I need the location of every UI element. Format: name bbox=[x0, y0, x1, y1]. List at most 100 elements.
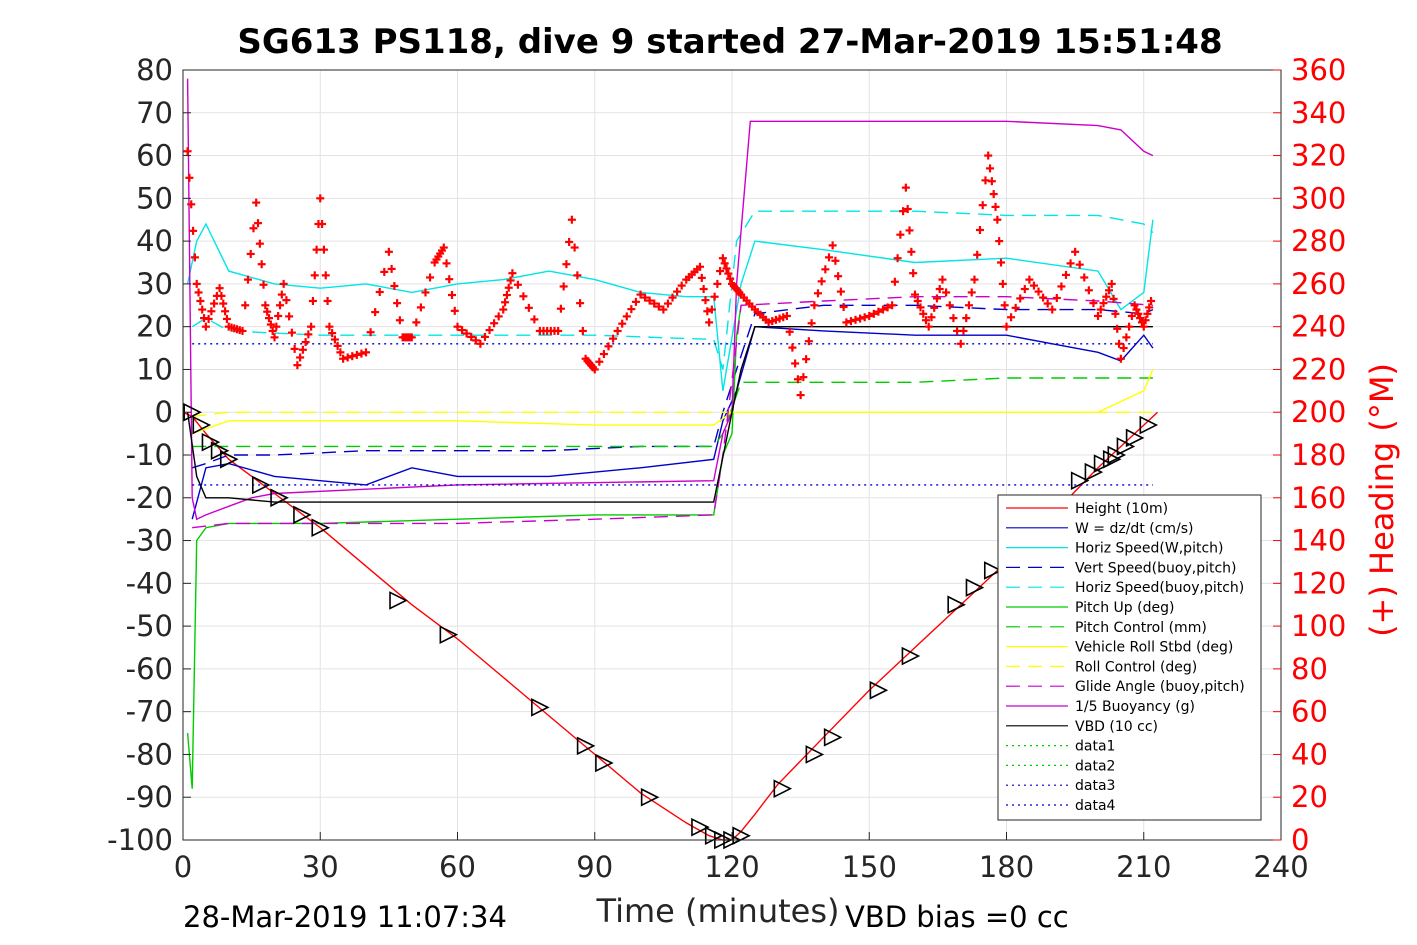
vbd-marker bbox=[1125, 428, 1145, 448]
vbd-marker bbox=[192, 415, 212, 435]
y-right-tick-label: 60 bbox=[1291, 695, 1328, 729]
vbd-marker bbox=[251, 475, 271, 495]
heading-point bbox=[631, 297, 640, 306]
heading-point bbox=[219, 299, 228, 308]
y-tick-label: -90 bbox=[126, 780, 173, 814]
heading-point bbox=[701, 296, 710, 305]
heading-point bbox=[556, 304, 565, 313]
heading-point bbox=[265, 314, 274, 323]
series-line-8 bbox=[192, 411, 1153, 418]
heading-point bbox=[842, 318, 851, 327]
heading-point bbox=[439, 243, 448, 252]
heading-point bbox=[416, 303, 425, 312]
heading-point bbox=[357, 349, 366, 358]
heading-point bbox=[336, 348, 345, 357]
heading-point bbox=[673, 287, 682, 296]
y-right-tick-label: 300 bbox=[1291, 181, 1346, 215]
heading-point bbox=[932, 294, 941, 303]
heading-point bbox=[911, 290, 919, 299]
y-right-tick-label: 340 bbox=[1291, 96, 1346, 130]
heading-point bbox=[1048, 305, 1057, 314]
heading-point bbox=[530, 315, 539, 324]
heading-point bbox=[998, 279, 1007, 288]
vbd-marker bbox=[219, 449, 239, 469]
heading-point bbox=[1141, 316, 1150, 325]
vbd-marker bbox=[983, 561, 1003, 580]
legend-label: data4 bbox=[1075, 798, 1116, 814]
y-tick-label: -50 bbox=[126, 609, 173, 643]
y-right-tick-label: 220 bbox=[1291, 352, 1346, 386]
heading-point bbox=[986, 164, 995, 173]
heading-point bbox=[1071, 247, 1080, 256]
heading-point bbox=[426, 273, 435, 282]
legend-label: data1 bbox=[1075, 739, 1115, 755]
heading-point bbox=[290, 344, 299, 353]
y-tick-label: 50 bbox=[136, 181, 173, 215]
heading-point bbox=[802, 355, 811, 364]
heading-point bbox=[502, 291, 511, 300]
heading-point bbox=[893, 254, 902, 263]
heading-point bbox=[973, 250, 982, 259]
heading-point bbox=[919, 309, 928, 318]
legend-label: data2 bbox=[1075, 758, 1115, 774]
heading-point bbox=[339, 354, 348, 363]
vbd-marker bbox=[439, 625, 459, 644]
heading-point bbox=[249, 224, 258, 233]
y-tick-label: -30 bbox=[126, 524, 173, 558]
x-tick-label: 60 bbox=[439, 850, 476, 884]
y-right-tick-label: 160 bbox=[1291, 481, 1346, 515]
heading-point bbox=[508, 269, 517, 278]
heading-point bbox=[272, 322, 281, 331]
heading-point bbox=[252, 198, 261, 207]
heading-point bbox=[888, 301, 897, 310]
heading-point bbox=[916, 303, 925, 312]
heading-point bbox=[828, 241, 837, 250]
heading-point bbox=[1089, 299, 1098, 308]
heading-point bbox=[718, 254, 727, 263]
y-tick-label: 40 bbox=[136, 224, 173, 258]
heading-point bbox=[782, 311, 791, 320]
heading-point bbox=[817, 277, 826, 286]
heading-point bbox=[964, 301, 973, 310]
heading-point bbox=[387, 264, 396, 273]
heading-point bbox=[1061, 270, 1070, 279]
heading-point bbox=[810, 301, 819, 310]
y-right-tick-label: 260 bbox=[1291, 267, 1346, 301]
heading-point bbox=[243, 275, 252, 284]
legend-label: Vert Speed(buoy,pitch) bbox=[1075, 560, 1237, 576]
heading-point bbox=[1143, 309, 1152, 318]
heading-point bbox=[851, 315, 860, 324]
heading-point bbox=[993, 215, 1002, 224]
legend-label: Pitch Control (mm) bbox=[1075, 620, 1207, 636]
x-tick-label: 150 bbox=[842, 850, 897, 884]
footer-timestamp: 28-Mar-2019 11:07:34 bbox=[183, 900, 507, 934]
heading-point bbox=[421, 288, 430, 297]
heading-point bbox=[371, 308, 380, 317]
heading-point bbox=[938, 275, 947, 284]
y-axis-left: 80 70 60 50 40 30 20 10 0 -10 -20 -30 -40 -50 -60 -70 -8… bbox=[107, 53, 191, 857]
heading-point bbox=[480, 332, 489, 341]
heading-point bbox=[524, 303, 533, 312]
heading-point bbox=[901, 183, 910, 192]
heading-point bbox=[1102, 292, 1111, 301]
heading-point bbox=[935, 285, 944, 294]
heading-point bbox=[323, 297, 332, 305]
heading-point bbox=[645, 296, 654, 305]
heading-point bbox=[1130, 301, 1139, 310]
y-axis-right-label: (+) Heading (°M) bbox=[1363, 363, 1401, 637]
heading-point bbox=[207, 307, 216, 316]
heading-point bbox=[869, 309, 878, 318]
heading-point bbox=[1147, 297, 1156, 305]
y-tick-label: -40 bbox=[126, 566, 173, 600]
heading-point bbox=[967, 288, 976, 297]
legend-label: VBD (10 cc) bbox=[1075, 719, 1158, 735]
y-tick-label: 30 bbox=[136, 267, 173, 301]
heading-point bbox=[1122, 333, 1131, 342]
series-line-5 bbox=[186, 305, 742, 789]
legend: Height (10m) W = dz/dt (cm/s) Horiz Speed(… bbox=[997, 494, 1262, 821]
y-tick-label: 70 bbox=[136, 96, 173, 130]
heading-point bbox=[275, 301, 284, 310]
heading-point bbox=[831, 256, 840, 265]
heading-point bbox=[198, 305, 207, 314]
heading-point bbox=[277, 290, 286, 299]
